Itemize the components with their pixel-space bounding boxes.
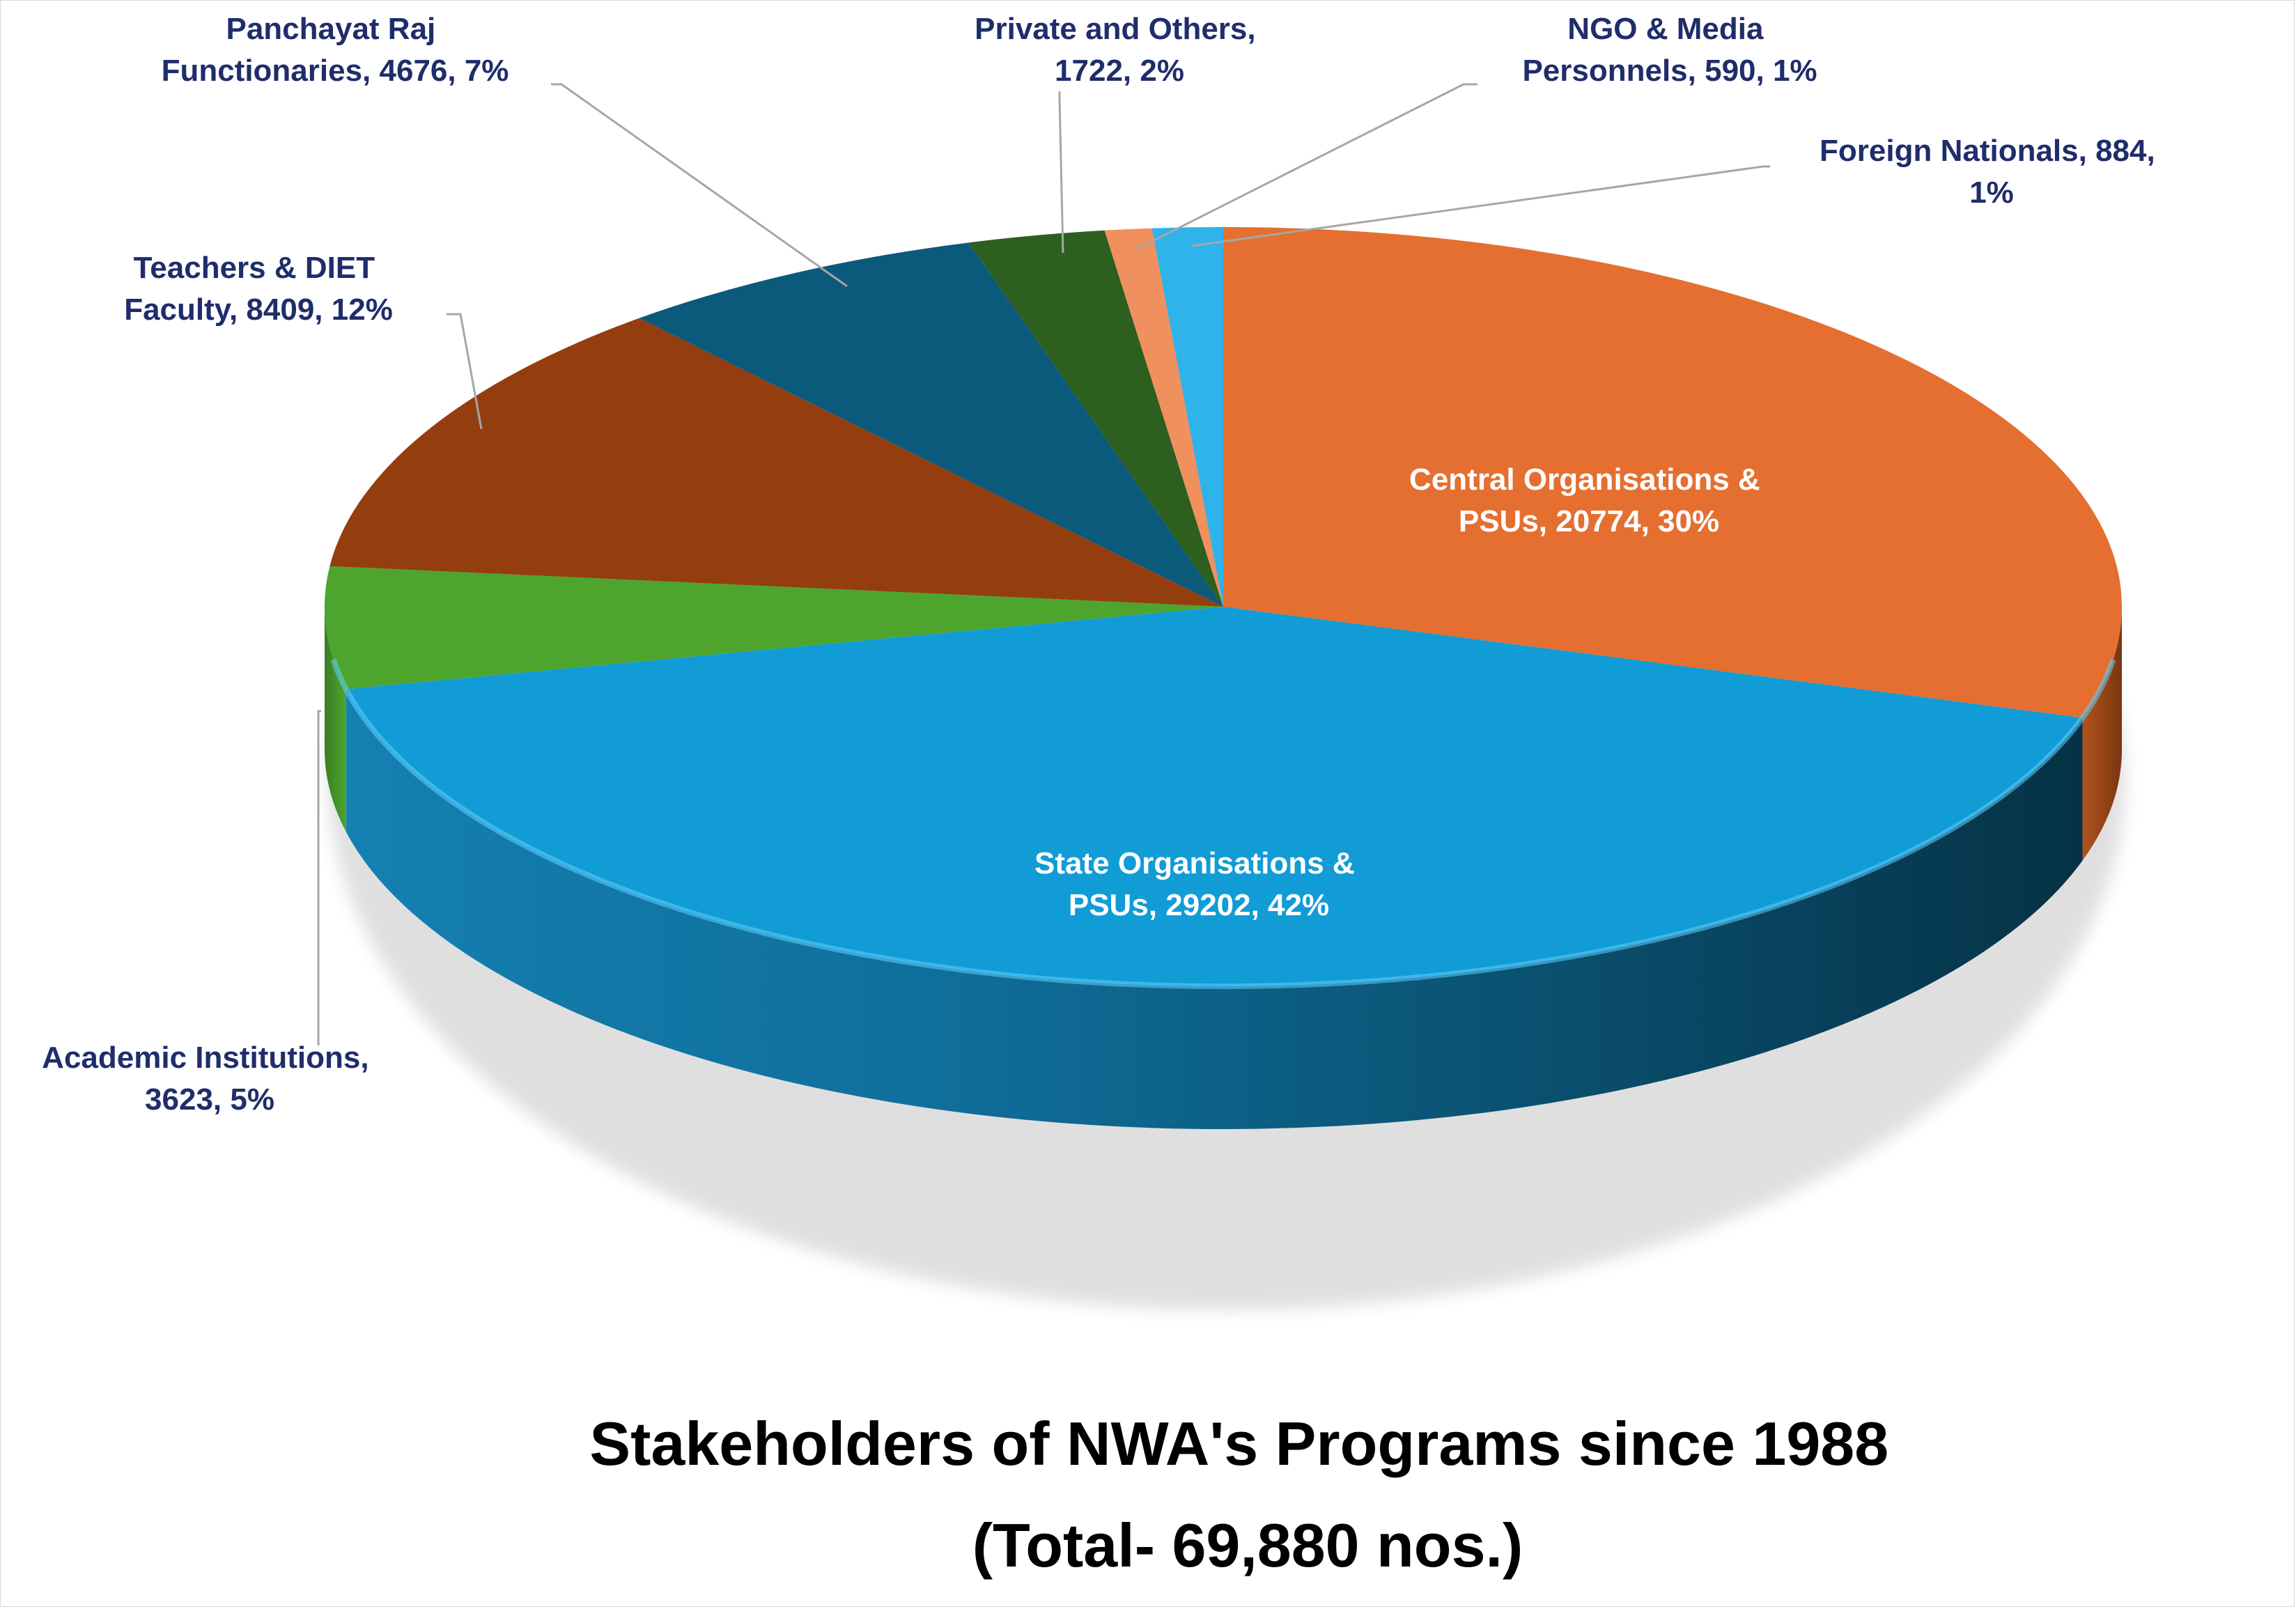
pie-slice-panchayat-raj-functionaries: [639, 242, 1223, 607]
pie-slice-ngo-media-personnels: [1104, 228, 1223, 607]
pie-top-face: [324, 227, 2122, 990]
pie-slice-teachers-diet-faculty: [329, 318, 1223, 607]
chart-title: Stakeholders of NWA's Programs since 198…: [589, 1409, 1905, 1580]
pie-side-state-organisations: [346, 689, 2083, 1130]
leader-line-foreign-nationals: [1191, 165, 1770, 247]
pie-slice-foreign-nationals: [1151, 227, 1223, 607]
leader-line-ngo-media: [1137, 83, 1477, 250]
label-academic-institutions: Academic Institutions, 3623, 5%: [42, 1041, 378, 1117]
leader-line-private-and-others: [1058, 91, 1064, 254]
label-central-organisations: Central Organisations & PSUs, 20774, 30%: [1409, 463, 1769, 538]
label-panchayat-raj: Panchayat Raj Functionaries, 4676, 7%: [162, 12, 509, 88]
pie-side-academic-institutions: [325, 607, 346, 832]
label-state-organisations: State Organisations & PSUs, 29202, 42%: [1034, 846, 1363, 922]
pie-slice-central-organisations: [1223, 227, 2122, 718]
pie-slice-academic-institutions: [324, 566, 1223, 690]
leader-line-academic-institutions: [317, 710, 321, 1046]
pie-rim-highlight: [330, 658, 2116, 990]
pie-slice-state-organisations: [346, 607, 2083, 987]
leader-line-panchayat-raj: [551, 83, 848, 288]
label-foreign-nationals: Foreign Nationals, 884, 1%: [1820, 134, 2164, 210]
label-teachers-diet-faculty: Teachers & DIET Faculty, 8409, 12%: [124, 251, 393, 327]
label-ngo-media: NGO & Media Personnels, 590, 1%: [1522, 12, 1817, 88]
label-private-and-others: Private and Others, 1722, 2%: [975, 12, 1264, 88]
leader-lines: [317, 83, 1770, 1046]
pie-slice-private-and-others: [968, 230, 1223, 607]
leader-line-teachers-diet-faculty: [447, 313, 483, 430]
